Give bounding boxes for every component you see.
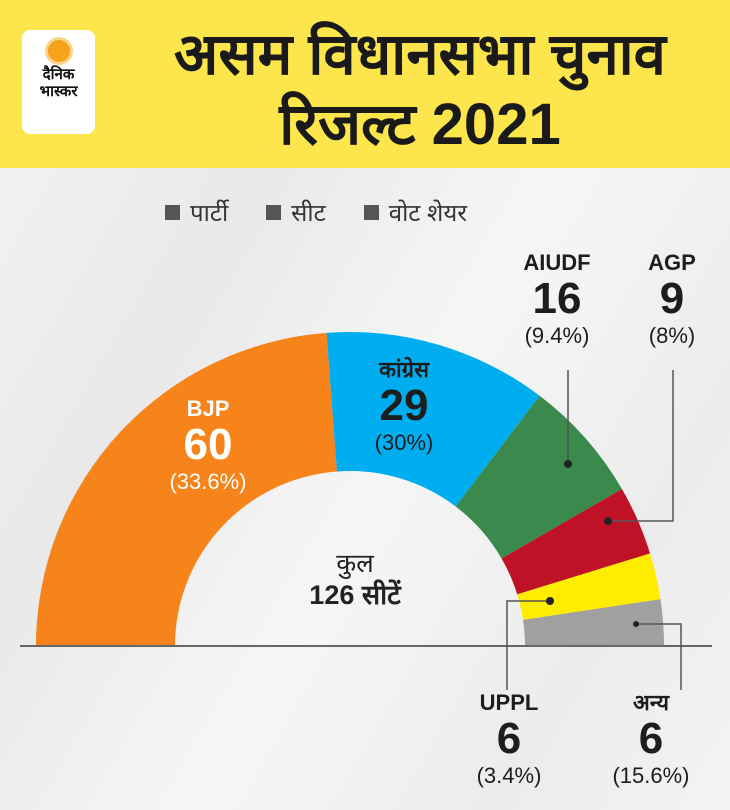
legend-item-seats: सीट [266,196,326,229]
legend-label: वोट शेयर [388,200,468,227]
legend-swatch [266,205,282,220]
seat-count: 16 [532,274,582,323]
logo-text-1: दैनिक [42,66,75,83]
label-uppl: UPPL 6 (3.4%) [477,690,542,790]
legend-item-party: पार्टी [165,196,228,229]
party-name: AGP [648,250,696,275]
total-value: 126 सीटें [309,580,401,610]
leader-line-others [636,623,682,690]
slice-BJP [36,332,337,646]
slice-AIUDF [455,395,622,559]
label-agp: AGP 9 (8%) [648,250,696,350]
legend-label: पार्टी [190,200,229,227]
slice-AGP [501,489,651,595]
leader-dot-others [633,621,639,627]
legend-swatch [363,205,379,220]
party-name: UPPL [479,690,539,715]
slice-कांग्रेस [326,332,540,507]
seat-count: 6 [638,714,664,763]
leader-dot-aiudf [564,460,572,468]
label-others: अन्य 6 (15.6%) [612,690,689,790]
legend-item-vote-share: वोट शेयर [363,196,468,229]
slice-अन्य [523,599,664,646]
legend: पार्टी सीट वोट शेयर [165,196,467,229]
logo-text-2: भास्कर [39,83,78,100]
seat-count: 9 [659,274,685,323]
seat-count: 29 [379,381,429,430]
total-seats-label: कुल 126 सीटें [309,548,400,612]
sun-icon [47,40,70,62]
leader-dot-agp [604,517,612,525]
leader-line-uppl [506,600,550,690]
party-name: अन्य [632,690,670,715]
label-bjp: BJP 60 (33.6%) [169,396,246,496]
label-congress: कांग्रेस 29 (30%) [375,357,434,457]
header-banner: दैनिक भास्कर असम विधानसभा चुनाव रिजल्ट 2… [0,0,730,168]
title-line-1: असम विधानसभा चुनाव [174,22,666,87]
party-name: कांग्रेस [379,357,429,382]
leader-line-agp [608,370,674,522]
vote-share: (15.6%) [612,763,690,788]
total-caption: कुल [336,548,374,578]
legend-swatch [165,205,180,220]
leader-dot-uppl [546,597,554,605]
vote-share: (3.4%) [476,763,542,788]
party-name: BJP [186,396,230,421]
title-line-2: रिजल्ट 2021 [279,92,561,157]
vote-share: (33.6%) [169,469,247,494]
dainik-bhaskar-logo: दैनिक भास्कर [22,30,95,134]
legend-label: सीट [291,200,326,227]
party-name: AIUDF [523,250,591,275]
seat-count: 6 [496,714,522,763]
vote-share: (30%) [374,430,434,455]
label-aiudf: AIUDF 16 (9.4%) [523,250,590,350]
page-title: असम विधानसभा चुनाव रिजल्ट 2021 [125,20,715,160]
vote-share: (9.4%) [524,323,590,348]
vote-share: (8%) [648,323,696,348]
seat-count: 60 [183,420,233,469]
